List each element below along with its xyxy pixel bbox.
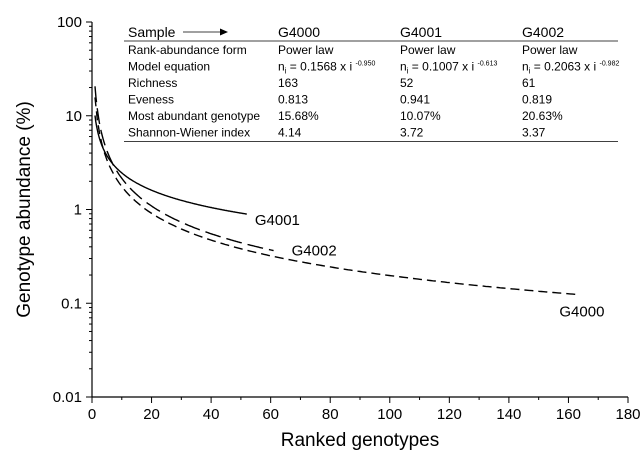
stats-table: Sample G4000 G4001 G4002 Rank-abundance form…	[124, 24, 619, 142]
x-axis-label: Ranked genotypes	[281, 430, 439, 451]
x-tick-label: 20	[143, 406, 160, 423]
table-cell: 20.63%	[522, 109, 563, 123]
y-axis-label: Genotype abundance (%)	[14, 101, 35, 318]
table-cell: 0.941	[400, 93, 430, 107]
x-tick-label: 100	[377, 406, 402, 423]
table-cell: Power law	[522, 43, 578, 57]
arrow-head-icon	[220, 28, 228, 36]
x-tick-label: 40	[203, 406, 220, 423]
table-cell: 61	[522, 76, 536, 90]
table-equation-cell: ni = 0.1568 x i -0.950	[278, 60, 375, 76]
table-row-label: Shannon-Wiener index	[128, 126, 250, 140]
table-cell: 163	[278, 76, 298, 90]
table-cell: 3.37	[522, 126, 546, 140]
y-tick-label: 0.1	[61, 295, 82, 312]
series-line-g4000	[94, 97, 578, 296]
y-ticks: 0.01 0.1 1 10 100	[53, 14, 92, 406]
table-equation-cell: ni = 0.2063 x i -0.982	[522, 60, 619, 76]
series-line-g4001	[94, 115, 247, 215]
table-row-label: Model equation	[128, 60, 210, 74]
table-header-cell: G4000	[278, 24, 320, 40]
y-tick-label: 1	[74, 202, 82, 219]
x-tick-label: 120	[437, 406, 462, 423]
x-tick-label: 140	[496, 406, 521, 423]
table-cell: 52	[400, 76, 414, 90]
table-cell: 4.14	[278, 126, 302, 140]
x-tick-label: 80	[322, 406, 339, 423]
table-row-label: Most abundant genotype	[128, 109, 260, 123]
x-tick-label: 180	[615, 406, 640, 423]
x-tick-label: 60	[262, 406, 279, 423]
y-tick-label: 10	[65, 108, 82, 125]
table-row-label: Rank-abundance form	[128, 43, 247, 57]
y-tick-label: 0.01	[53, 389, 82, 406]
table-header-cell: G4001	[400, 24, 442, 40]
table-header-cell: Sample	[128, 24, 176, 40]
x-tick-label: 0	[88, 406, 96, 423]
table-cell: Power law	[278, 43, 334, 57]
x-tick-label: 160	[556, 406, 581, 423]
table-equation-cell: ni = 0.1007 x i -0.613	[400, 60, 497, 76]
table-header-cell: G4002	[522, 24, 564, 40]
x-ticks: 0 20 40 60 80 100 120 140 160 180	[88, 397, 641, 423]
table-cell: 15.68%	[278, 109, 319, 123]
table-row-label: Richness	[128, 76, 177, 90]
table-cell: 0.813	[278, 93, 308, 107]
table-cell: 10.07%	[400, 109, 441, 123]
series-line-g4002	[94, 86, 274, 252]
table-row-label: Eveness	[128, 93, 174, 107]
table-cell: Power law	[400, 43, 456, 57]
table-cell: 3.72	[400, 126, 424, 140]
y-tick-label: 100	[57, 14, 82, 31]
table-cell: 0.819	[522, 93, 552, 107]
series-group: G4000 G4001 G4002	[94, 86, 604, 320]
series-label-g4001: G4001	[255, 212, 300, 229]
series-label-g4002: G4002	[292, 243, 337, 260]
series-label-g4000: G4000	[559, 303, 604, 320]
